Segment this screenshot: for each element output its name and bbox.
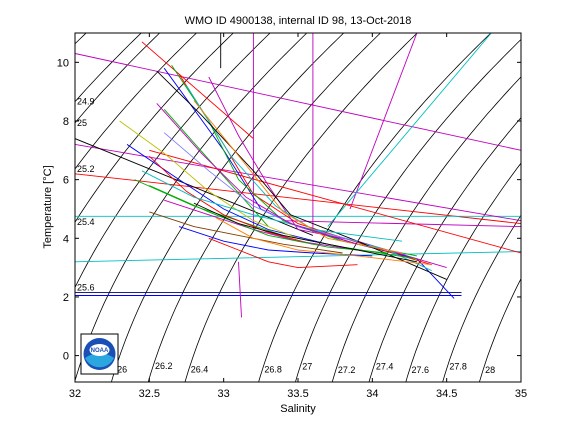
density-contour-label: 25.6 xyxy=(77,282,95,292)
density-contour xyxy=(75,33,271,289)
y-tick-label: 2 xyxy=(63,292,69,304)
x-tick-label: 33.5 xyxy=(287,388,308,400)
profile-series-line xyxy=(149,185,388,254)
profile-series-line xyxy=(238,261,242,318)
x-tick-label: 34.5 xyxy=(436,388,457,400)
y-axis-label: Temperature [°C] xyxy=(42,165,54,248)
profile-series-line xyxy=(75,53,521,151)
profile-series-line xyxy=(134,179,417,260)
profile-series-line xyxy=(163,132,358,242)
y-tick-label: 10 xyxy=(57,57,69,69)
x-axis: 32 32.5 33 33.5 34 34.5 35 xyxy=(69,33,527,400)
density-contour-labels: 24.92525.225.425.625.82626.226.426.82727… xyxy=(77,97,495,375)
density-contour xyxy=(331,76,521,382)
profile-series-line xyxy=(75,251,521,263)
x-tick-label: 34 xyxy=(366,388,378,400)
y-tick-label: 6 xyxy=(63,175,69,187)
chart-title: WMO ID 4900138, internal ID 98, 13-Oct-2… xyxy=(185,15,412,27)
density-contour-label: 27.6 xyxy=(412,365,430,375)
density-contour xyxy=(368,117,521,382)
profile-series-line xyxy=(75,173,521,225)
density-contour xyxy=(75,33,198,170)
profile-series-line xyxy=(178,226,373,257)
x-tick-label: 33 xyxy=(218,388,230,400)
y-tick-label: 4 xyxy=(63,233,69,245)
density-contour-label: 27.8 xyxy=(449,361,467,371)
x-axis-label: Salinity xyxy=(280,403,316,415)
profile-series-line xyxy=(119,120,299,239)
density-contour xyxy=(75,33,142,103)
profile-series xyxy=(75,33,521,318)
profile-series-line xyxy=(141,170,403,242)
y-axis: 0 2 4 6 8 10 xyxy=(57,57,521,363)
profile-series-line xyxy=(193,202,417,263)
plot-frame xyxy=(74,32,522,383)
density-contour xyxy=(75,33,234,223)
profile-series-line xyxy=(186,85,432,272)
x-tick-label: 35 xyxy=(515,388,527,400)
density-contour-label: 27.4 xyxy=(376,361,394,371)
x-tick-label: 32 xyxy=(69,388,81,400)
profile-series-line xyxy=(141,41,254,139)
density-contour xyxy=(147,33,382,382)
profile-series-line xyxy=(208,237,358,269)
y-tick-label: 0 xyxy=(63,351,69,363)
density-contour-label: 26.4 xyxy=(191,365,209,375)
profile-series-line xyxy=(149,149,521,254)
density-contour xyxy=(478,277,521,382)
x-tick-label: 32.5 xyxy=(139,388,160,400)
density-contour-label: 26.8 xyxy=(264,365,282,375)
profile-series-line xyxy=(149,211,343,254)
density-contour xyxy=(258,33,492,382)
density-contour-label: 26.2 xyxy=(155,361,173,371)
density-contour-label: 27.2 xyxy=(338,365,356,375)
profile-series-line xyxy=(215,217,432,266)
svg-text:NOAA: NOAA xyxy=(91,348,109,354)
density-contour-label: 24.9 xyxy=(77,97,95,107)
y-tick-label: 8 xyxy=(63,116,69,128)
profile-series-line xyxy=(349,33,418,210)
profile-series-line xyxy=(148,155,314,245)
profile-series-line xyxy=(283,220,521,228)
profile-series-line xyxy=(75,143,521,222)
density-contour xyxy=(75,33,161,124)
profile-series-line xyxy=(193,100,403,254)
density-contour xyxy=(442,214,521,382)
profile-series-line xyxy=(156,103,358,245)
profile-series-line xyxy=(327,33,492,227)
density-contour-label: 25 xyxy=(77,118,87,128)
density-contour-label: 25.4 xyxy=(77,217,95,227)
density-contour xyxy=(184,33,418,382)
density-contour xyxy=(405,162,521,382)
density-contour xyxy=(295,38,521,382)
density-contour-label: 26 xyxy=(117,365,127,375)
density-contour-label: 28 xyxy=(485,365,495,375)
density-contour-label: 25.2 xyxy=(77,164,95,174)
profile-series-line xyxy=(208,76,447,269)
density-contour-label: 27 xyxy=(302,361,312,371)
noaa-logo: NOAA xyxy=(80,333,119,375)
